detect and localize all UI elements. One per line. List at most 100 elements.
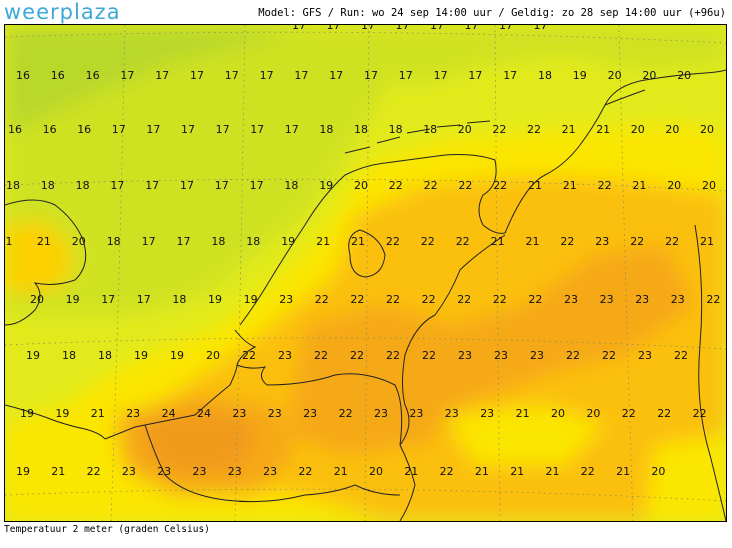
temperature-value: 22 xyxy=(386,293,400,306)
temperature-value: 17 xyxy=(137,293,151,306)
temperature-value: 17 xyxy=(181,123,195,136)
temperature-value: 17 xyxy=(250,179,264,192)
temperature-value: 23 xyxy=(635,293,649,306)
temperature-value: 19 xyxy=(16,465,30,478)
temperature-value: 19 xyxy=(55,407,69,420)
temperature-value: 22 xyxy=(314,349,328,362)
temperature-value: 18 xyxy=(319,123,333,136)
temperature-value: 20 xyxy=(631,123,645,136)
temperature-value: 18 xyxy=(211,235,225,248)
color-field-24 xyxy=(145,410,255,475)
temperature-value: 24 xyxy=(162,407,176,420)
temperature-value: 20 xyxy=(369,465,383,478)
temperature-value: 16 xyxy=(43,123,57,136)
color-field-16 xyxy=(5,25,305,135)
temperature-value: 19 xyxy=(208,293,222,306)
temperature-value: 22 xyxy=(560,235,574,248)
border-nl-de xyxy=(399,234,506,446)
temperature-value: 17 xyxy=(216,123,230,136)
temperature-value: 22 xyxy=(598,179,612,192)
temperature-value: 17 xyxy=(499,25,513,32)
ijsselmeer xyxy=(348,229,386,278)
temperature-value: 20 xyxy=(206,349,220,362)
border-dk-de xyxy=(604,89,646,106)
temperature-value: 22 xyxy=(457,293,471,306)
temperature-map: 17 17 17 17 17 17 17 17 16 16 16 17 17 17 17 17 17 17 17 17… xyxy=(4,24,727,522)
temperature-value: 22 xyxy=(389,179,403,192)
temperature-value: 22 xyxy=(493,293,507,306)
temperature-value: 20 xyxy=(354,179,368,192)
temperature-value: 18 xyxy=(6,179,20,192)
temperature-value: 20 xyxy=(30,293,44,306)
temperature-value: 17 xyxy=(329,69,343,82)
temperature-value: 22 xyxy=(422,349,436,362)
temperature-value: 20 xyxy=(677,69,691,82)
temperature-value: 23 xyxy=(530,349,544,362)
temperature-value: 22 xyxy=(693,407,707,420)
temperature-value: 20 xyxy=(702,179,716,192)
temperature-value: 23 xyxy=(157,465,171,478)
temperature-value: 17 xyxy=(285,123,299,136)
temperature-value: 22 xyxy=(528,293,542,306)
temperature-value: 17 xyxy=(225,69,239,82)
temperature-value: 21 xyxy=(51,465,65,478)
temperature-value: 23 xyxy=(268,407,282,420)
temperature-value: 23 xyxy=(122,465,136,478)
temperature-value: 22 xyxy=(493,179,507,192)
temperature-value: 21 xyxy=(316,235,330,248)
temperature-value: 18 xyxy=(284,179,298,192)
temperature-value: 18 xyxy=(538,69,552,82)
temperature-value: 22 xyxy=(421,235,435,248)
temperature-value: 1 xyxy=(6,235,13,248)
temperature-value: 17 xyxy=(534,25,548,32)
temperature-value: 19 xyxy=(281,235,295,248)
temperature-value: 18 xyxy=(107,235,121,248)
temperature-value: 21 xyxy=(334,465,348,478)
coastline-netherlands xyxy=(239,69,726,326)
temperature-value: 17 xyxy=(396,25,410,32)
temperature-value: 18 xyxy=(41,179,55,192)
weerplaza-logo[interactable]: weerplaza xyxy=(4,0,121,24)
temperature-value: 23 xyxy=(126,407,140,420)
temperature-value: 23 xyxy=(638,349,652,362)
temperature-value: 21 xyxy=(632,179,646,192)
temperature-value: 22 xyxy=(665,235,679,248)
temperature-value: 20 xyxy=(72,235,86,248)
temperature-value: 20 xyxy=(551,407,565,420)
temperature-value: 23 xyxy=(480,407,494,420)
temperature-value: 18 xyxy=(246,235,260,248)
coastlines xyxy=(5,69,726,521)
temperature-value: 21 xyxy=(37,235,51,248)
temperature-value: 16 xyxy=(51,69,65,82)
temperature-value: 20 xyxy=(586,407,600,420)
temperature-value: 23 xyxy=(458,349,472,362)
temperature-value: 16 xyxy=(77,123,91,136)
temperature-value: 18 xyxy=(76,179,90,192)
temperature-labels: 17 17 17 17 17 17 17 17 16 16 16 17 17 17 17 17 17 17 17 17… xyxy=(6,25,721,478)
color-field-20 xyxy=(645,435,726,521)
model-run-info: Model: GFS / Run: wo 24 sep 14:00 uur / … xyxy=(258,7,726,19)
temperature-value: 19 xyxy=(20,407,34,420)
temperature-value: 20 xyxy=(667,179,681,192)
temperature-value: 22 xyxy=(492,123,506,136)
temperature-value: 17 xyxy=(430,25,444,32)
temperature-value: 17 xyxy=(361,25,375,32)
temperature-value: 22 xyxy=(440,465,454,478)
temperature-value: 21 xyxy=(616,465,630,478)
temperature-value: 20 xyxy=(651,465,665,478)
temperature-value: 21 xyxy=(596,123,610,136)
temperature-value: 16 xyxy=(16,69,30,82)
temperature-value: 20 xyxy=(665,123,679,136)
temperature-value: 18 xyxy=(98,349,112,362)
temperature-value: 17 xyxy=(215,179,229,192)
temperature-value: 19 xyxy=(66,293,80,306)
temperature-value: 22 xyxy=(527,123,541,136)
temperature-value: 22 xyxy=(350,293,364,306)
temperature-value: 21 xyxy=(546,465,560,478)
temperature-value: 16 xyxy=(86,69,100,82)
coastline-england-south xyxy=(5,404,106,440)
temperature-value: 18 xyxy=(354,123,368,136)
temperature-value: 16 xyxy=(8,123,22,136)
temperature-value: 23 xyxy=(303,407,317,420)
temperature-value: 23 xyxy=(494,349,508,362)
